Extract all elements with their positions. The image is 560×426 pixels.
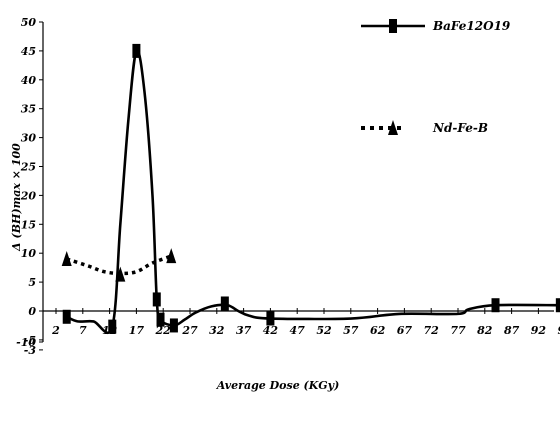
square-marker: [152, 292, 161, 307]
x-tick-label: 97: [558, 324, 560, 337]
y-tick-label: -5: [24, 334, 36, 347]
y-axis-title: Δ (BH)max × 100: [10, 143, 23, 252]
square-marker: [62, 309, 71, 324]
x-tick-label: 2: [51, 324, 60, 337]
series-nd-fe-b: [61, 248, 177, 282]
square-marker: [491, 298, 500, 313]
square-marker: [108, 319, 117, 334]
y-tick-label: -3: [24, 344, 37, 357]
x-tick-label: 47: [290, 324, 306, 337]
y-tick-label: 20: [20, 189, 37, 202]
x-tick-label: 7: [79, 324, 87, 337]
x-tick-label: 17: [129, 324, 145, 337]
y-tick-label: 10: [21, 247, 37, 260]
y-tick-label: 50: [21, 16, 37, 29]
x-tick-label: 82: [477, 324, 493, 337]
x-tick-label: 32: [209, 324, 225, 337]
x-tick-label: 27: [181, 324, 198, 337]
square-marker: [156, 312, 165, 327]
legend-item-bafe12o19: BaFe12O19: [361, 19, 511, 33]
x-tick-label: 72: [424, 324, 440, 337]
square-marker: [220, 296, 229, 311]
legend-item-nd-fe-b: Nd-Fe-B: [361, 120, 488, 135]
series-layer: [61, 43, 560, 335]
x-axis-title: Average Dose (KGy): [216, 379, 340, 392]
x-tick-label: 87: [504, 324, 520, 337]
x-tick-label: 92: [531, 324, 547, 337]
x-tick-label: 77: [450, 324, 466, 337]
legend-label: Nd-Fe-B: [432, 121, 488, 135]
square-marker: [169, 318, 178, 333]
legend-square-marker: [389, 19, 397, 33]
legend: BaFe12O19 Nd-Fe-B: [361, 19, 511, 135]
legend-triangle-marker: [388, 120, 398, 135]
x-tick-label: 67: [397, 324, 413, 337]
y-tick-label: 35: [21, 103, 36, 116]
square-marker: [132, 43, 141, 58]
axes: 50454035302520151050-5-3-102712172227323…: [16, 16, 560, 357]
square-marker: [555, 298, 560, 313]
y-tick-label: 25: [20, 161, 36, 174]
series-line: [66, 48, 560, 335]
y-tick-label: 5: [28, 276, 36, 289]
y-tick-label: -10: [16, 336, 36, 349]
x-tick-label: 52: [316, 324, 332, 337]
triangle-marker: [115, 266, 126, 282]
x-tick-label: 37: [236, 324, 252, 337]
triangle-marker: [61, 250, 72, 266]
series-bafe12o19: [62, 43, 560, 335]
y-tick-label: 15: [21, 218, 36, 231]
y-tick-label: 0: [28, 305, 36, 318]
y-tick-label: 40: [21, 74, 37, 87]
square-marker: [266, 311, 275, 326]
x-tick-label: 62: [370, 324, 386, 337]
y-tick-label: 45: [21, 45, 36, 58]
x-tick-label: 57: [343, 324, 359, 337]
legend-label: BaFe12O19: [432, 19, 511, 33]
triangle-marker: [166, 248, 177, 264]
y-tick-label: 30: [21, 132, 37, 145]
x-tick-label: 42: [263, 324, 279, 337]
x-tick-label: 22: [155, 324, 172, 337]
